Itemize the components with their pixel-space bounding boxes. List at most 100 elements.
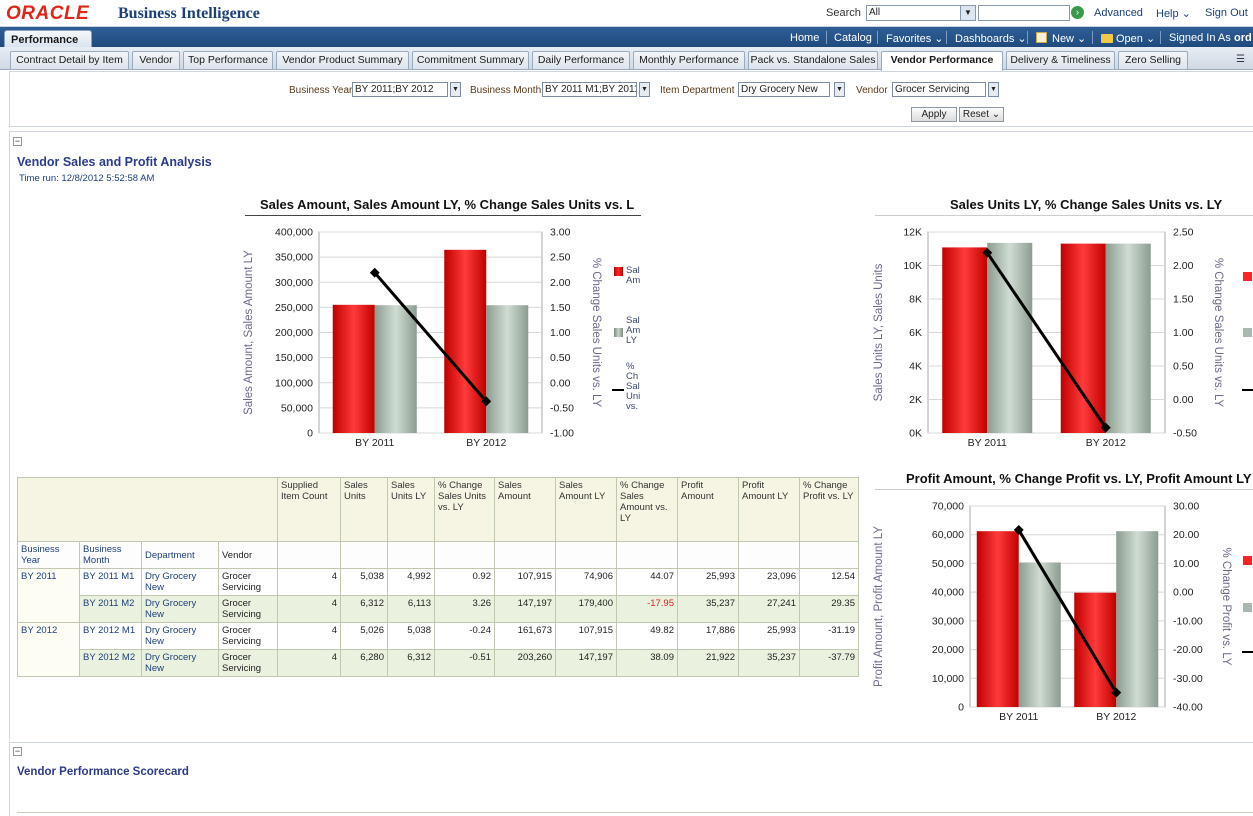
nav-new[interactable]: New ⌄: [1052, 33, 1087, 45]
search-go-icon[interactable]: ›: [1071, 6, 1084, 19]
line-marker: [1013, 524, 1024, 535]
scorecard-title: Vendor Performance Scorecard: [17, 766, 189, 778]
y-tick-label: 10,000: [932, 673, 964, 685]
year-cell[interactable]: BY 2011: [17, 568, 80, 623]
tab-daily-performance[interactable]: Daily Performance: [532, 51, 630, 69]
month-cell[interactable]: BY 2012 M1: [79, 622, 142, 650]
chevron-down-icon[interactable]: ▼: [450, 82, 461, 97]
col-header: Supplied Item Count: [277, 477, 341, 542]
nav-separator: [1027, 31, 1028, 44]
section-title: Vendor Sales and Profit Analysis: [17, 155, 212, 169]
col-header: % Change Sales Units vs. LY: [434, 477, 495, 542]
y2-tick-label: 1.50: [550, 302, 571, 314]
chart2-title-rule: [875, 215, 1253, 216]
value-cell: 35,237: [738, 649, 800, 677]
y-tick-label: 30,000: [932, 615, 964, 627]
advanced-link[interactable]: Advanced: [1094, 7, 1143, 19]
vendor-cell: Grocer Servicing: [218, 595, 278, 623]
chevron-down-icon[interactable]: ▼: [988, 82, 999, 97]
y-tick-label: 100,000: [275, 377, 313, 389]
reset-button[interactable]: Reset ⌄: [959, 107, 1004, 122]
table-row: BY 2011 BY 2011 M1 Dry Grocery New Groce…: [17, 568, 859, 623]
y2-tick-label: 2.00: [550, 277, 571, 289]
collapse-icon[interactable]: −: [13, 136, 22, 146]
table-row: BY 2011 M2 Dry Grocery New Grocer Servic…: [18, 595, 859, 623]
y-tick-label: 300,000: [275, 277, 313, 289]
y-tick-label: 40,000: [932, 587, 964, 599]
y2-tick-label: 2.50: [550, 252, 571, 264]
tab-monthly-performance[interactable]: Monthly Performance: [633, 51, 745, 69]
nav-catalog[interactable]: Catalog: [834, 32, 872, 44]
vendor-field[interactable]: Grocer Servicing: [892, 82, 986, 97]
table-row: BY 2012 BY 2012 M1 Dry Grocery New Groce…: [17, 622, 859, 677]
bar-sales-units-ly: [987, 242, 1033, 433]
tab-performance[interactable]: Performance: [4, 30, 92, 48]
apply-button[interactable]: Apply: [911, 107, 957, 122]
nav-dashboards[interactable]: Dashboards ⌄: [955, 33, 1027, 45]
x-tick-label: BY 2011: [999, 711, 1038, 723]
sign-out-link[interactable]: Sign Out: [1205, 7, 1248, 19]
value-cell: 6,312: [387, 649, 435, 677]
tab-contract-detail-by-item[interactable]: Contract Detail by Item: [10, 51, 129, 69]
y2-axis-label: % Change Profit vs. LY: [1220, 547, 1232, 665]
chevron-down-icon[interactable]: ▼: [639, 82, 650, 97]
legend-swatch-sales-units-ly: [1243, 328, 1252, 337]
x-tick-label: BY 2012: [466, 437, 506, 449]
tab-vendor[interactable]: Vendor: [132, 51, 180, 69]
help-menu[interactable]: Help ⌄: [1156, 8, 1191, 20]
y2-tick-label: 0.00: [1173, 587, 1194, 599]
table-corner: [17, 477, 278, 542]
time-run: Time run: 12/8/2012 5:52:58 AM: [19, 173, 155, 184]
row-header-department[interactable]: Department: [141, 541, 219, 569]
tab-vendor-product-summary[interactable]: Vendor Product Summary: [276, 51, 409, 69]
line-series: [986, 251, 1107, 429]
value-cell: 25,993: [738, 622, 800, 650]
month-cell[interactable]: BY 2011 M2: [79, 595, 142, 623]
tab-commitment-summary[interactable]: Commitment Summary: [412, 51, 529, 69]
chevron-down-icon: ▼: [960, 6, 975, 20]
department-cell[interactable]: Dry Grocery New: [141, 622, 219, 650]
department-cell[interactable]: Dry Grocery New: [141, 595, 219, 623]
tab-pack-vs-standalone-sales[interactable]: Pack vs. Standalone Sales: [748, 51, 878, 69]
user-menu[interactable]: ord: [1234, 32, 1252, 44]
search-input[interactable]: [978, 5, 1070, 21]
tab-vendor-performance[interactable]: Vendor Performance: [881, 51, 1003, 71]
y-tick-label: 50,000: [281, 402, 313, 414]
y2-tick-label: 30.00: [1173, 501, 1199, 513]
item-department-field[interactable]: Dry Grocery New: [738, 82, 830, 97]
bar-profit-amount-ly: [1116, 531, 1159, 707]
value-cell: 49.82: [616, 622, 678, 650]
legend-sales-amount-ly: Sal Am LY: [626, 315, 641, 346]
col-header: Sales Units: [340, 477, 388, 542]
row-header-business-year[interactable]: Business Year: [17, 541, 80, 569]
month-cell[interactable]: BY 2012 M2: [79, 649, 142, 677]
nav-open[interactable]: Open ⌄: [1116, 33, 1156, 45]
nav-favorites[interactable]: Favorites ⌄: [886, 33, 944, 45]
department-cell[interactable]: Dry Grocery New: [141, 568, 219, 596]
nav-separator: [1160, 31, 1161, 44]
month-cell[interactable]: BY 2011 M1: [79, 568, 142, 596]
year-cell[interactable]: BY 2012: [17, 622, 80, 677]
row-header-business-month[interactable]: Business Month: [79, 541, 142, 569]
value-cell: 107,915: [555, 622, 617, 650]
tab-zero-selling[interactable]: Zero Selling: [1118, 51, 1188, 69]
value-cell: 21,922: [677, 649, 739, 677]
nav-home[interactable]: Home: [790, 32, 820, 44]
tab-list-icon[interactable]: ☰: [1236, 54, 1245, 65]
collapse-icon[interactable]: −: [13, 746, 22, 756]
department-cell[interactable]: Dry Grocery New: [141, 649, 219, 677]
legend-line-marker-icon: [612, 389, 624, 391]
business-month-field[interactable]: BY 2011 M1;BY 2011: [542, 82, 637, 97]
tab-top-performance[interactable]: Top Performance: [183, 51, 273, 69]
tab-delivery-timeliness[interactable]: Delivery & Timeliness: [1006, 51, 1115, 69]
search-scope-select[interactable]: All ▼: [866, 5, 976, 21]
bar-profit-amount: [976, 531, 1019, 707]
business-year-field[interactable]: BY 2011;BY 2012: [352, 82, 448, 97]
legend-line-marker-icon: [1242, 389, 1253, 391]
chevron-down-icon[interactable]: ▼: [834, 82, 845, 97]
value-cell: 5,038: [387, 622, 435, 650]
x-tick-label: BY 2011: [355, 437, 394, 449]
y2-tick-label: 2.50: [1173, 227, 1194, 239]
y2-axis-label: % Change Sales Units vs. LY: [1212, 258, 1224, 408]
col-header: % Change Sales Amount vs. LY: [616, 477, 678, 542]
